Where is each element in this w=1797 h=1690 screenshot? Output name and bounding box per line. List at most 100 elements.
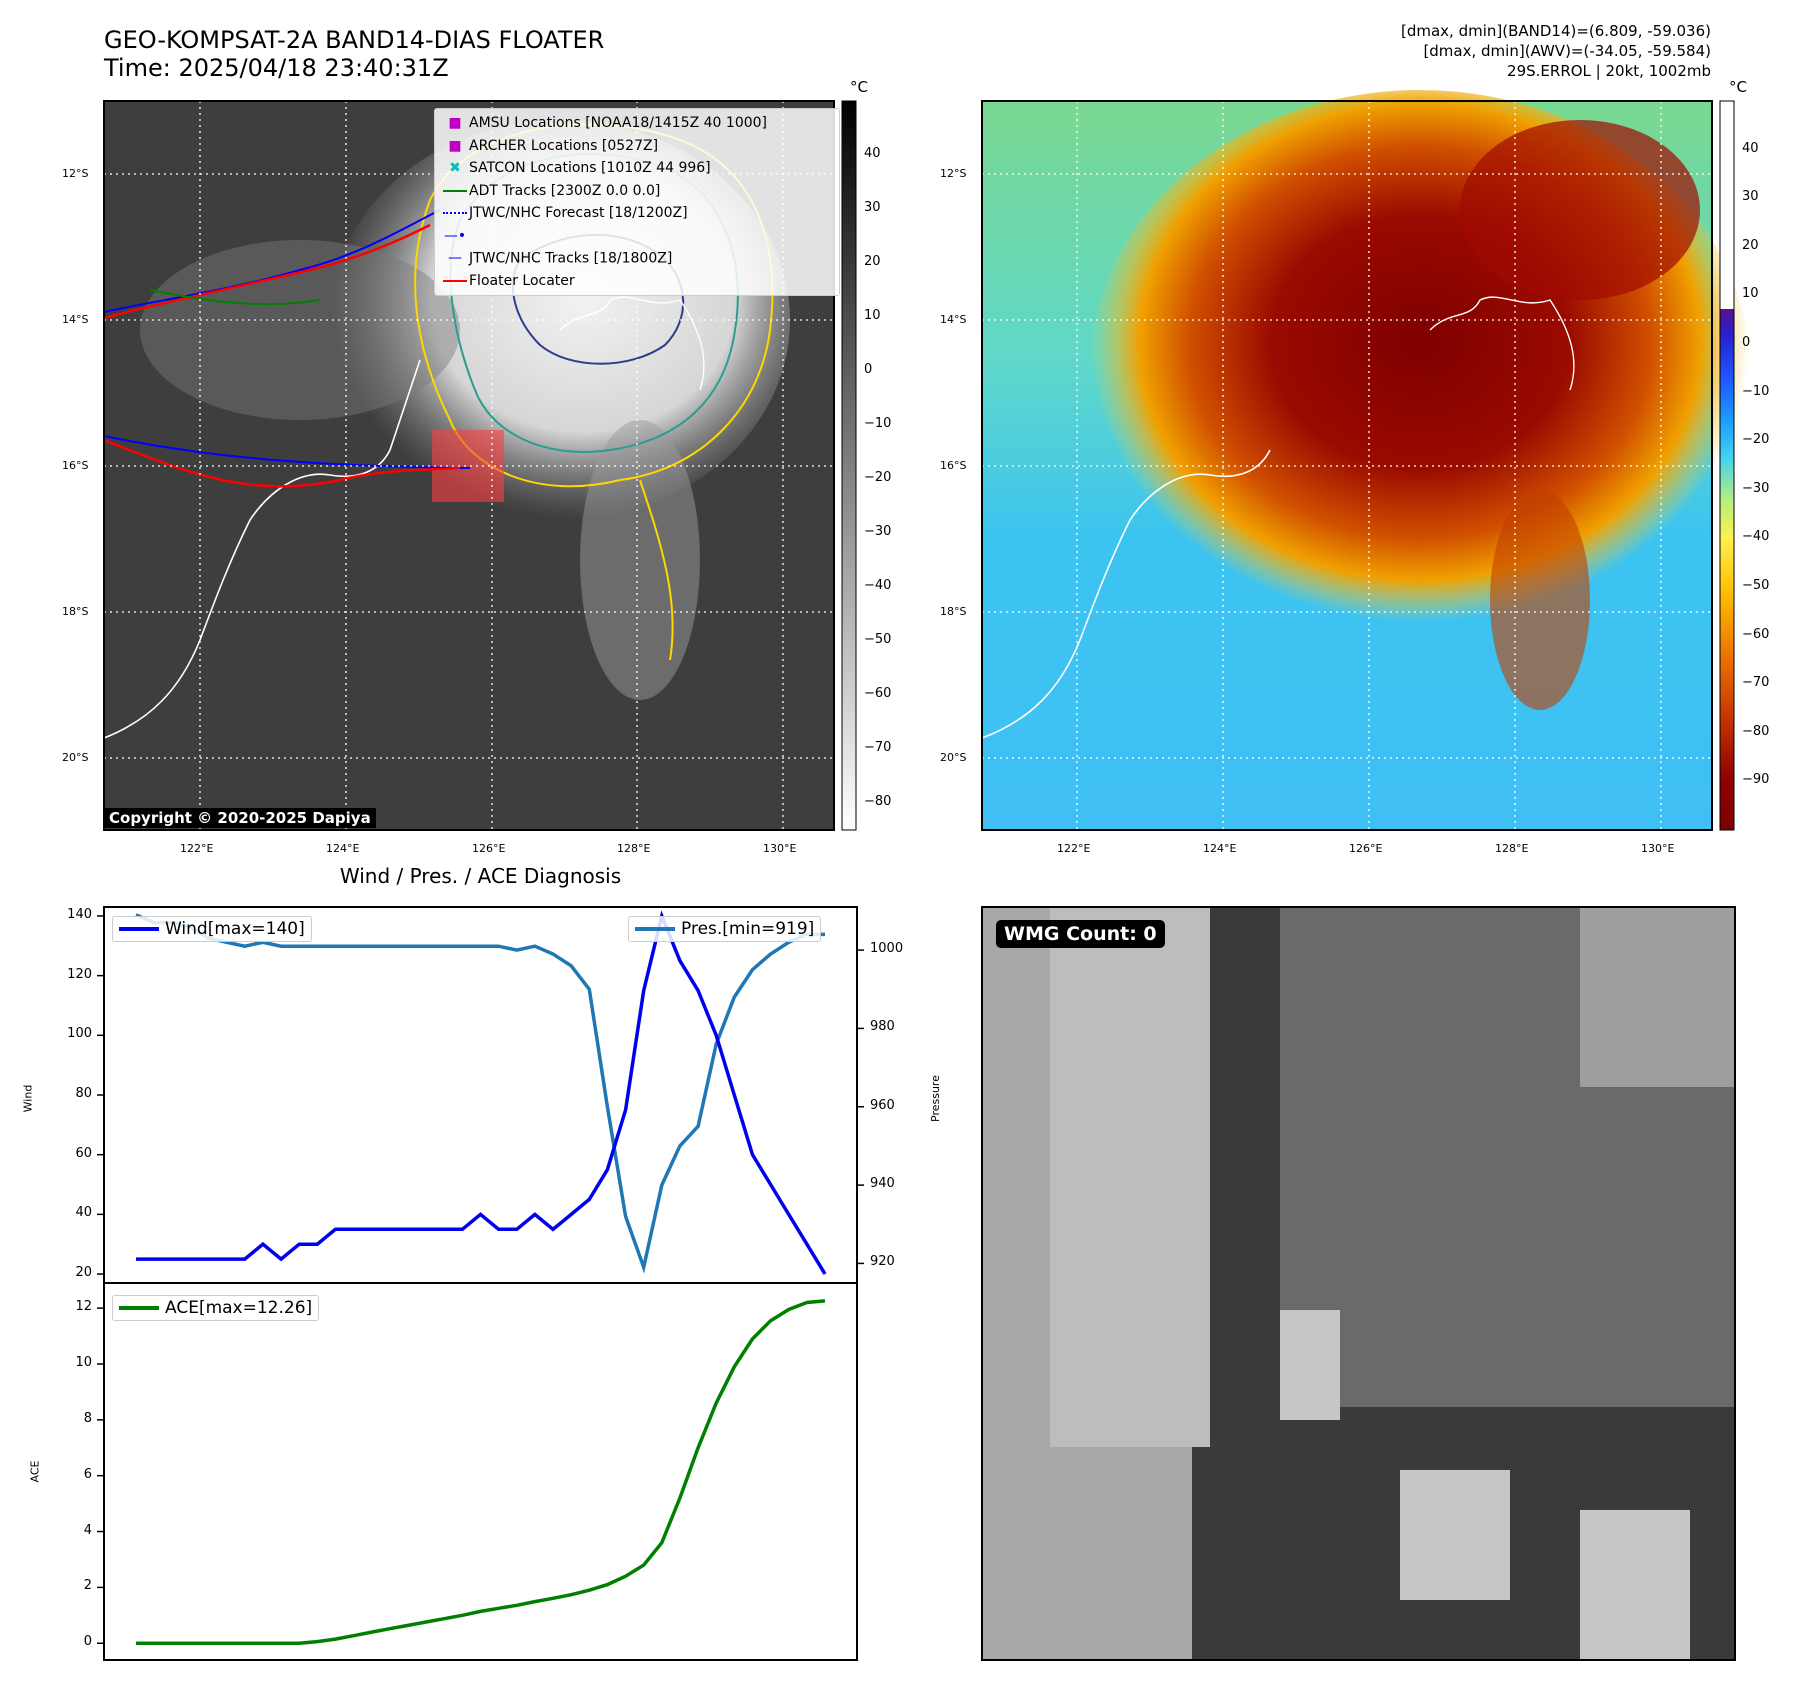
color-cbar-tick-label: −40 [1742, 529, 1770, 545]
legend-jtwc-tracks: —•— JTWC/NHC Tracks [18/1800Z] [441, 225, 833, 270]
lon-label-124e: 124°E [326, 842, 360, 855]
color-cbar-tick-label: −10 [1742, 383, 1770, 399]
lon-label-126e: 126°E [472, 842, 506, 855]
lon-label-130e-right: 130°E [1641, 842, 1675, 855]
ace-tick-label: 8 [83, 1410, 92, 1426]
lat-label-16s: 16°S [62, 459, 89, 472]
wind-tick-label: 120 [67, 966, 92, 982]
legend-floater: Floater Locater [441, 270, 833, 293]
ace-legend: ACE[max=12.26] [112, 1295, 320, 1321]
color-cbar-tick-label: −80 [1742, 723, 1770, 739]
line-marker-icon [441, 180, 469, 203]
wind-tick-label: 40 [75, 1205, 92, 1221]
lat-label-16s-right: 16°S [940, 459, 967, 472]
gray-cbar-tick-label: −50 [864, 632, 892, 647]
gray-cbar-tick-label: −40 [864, 578, 892, 593]
ace-tick-label: 10 [75, 1354, 92, 1370]
line-marker-icon [441, 270, 469, 293]
lat-label-18s: 18°S [62, 605, 89, 618]
lat-label-12s-right: 12°S [940, 167, 967, 180]
lon-label-124e-right: 124°E [1203, 842, 1237, 855]
ir-color-map [981, 90, 1750, 831]
square-marker-icon: ■ [448, 115, 462, 131]
color-cbar-tick-label: 10 [1742, 286, 1759, 302]
wind-tick-label: 140 [67, 906, 92, 922]
lon-label-128e: 128°E [617, 842, 651, 855]
pressure-axis-label: Pressure [928, 1075, 942, 1122]
lat-label-12s: 12°S [62, 167, 89, 180]
gray-cbar-tick-label: −60 [864, 686, 892, 701]
square-marker-icon: ■ [448, 137, 462, 154]
line-marker-icon [119, 927, 159, 931]
wind-axis-label: Wind [21, 1084, 35, 1113]
wmg-image [981, 906, 1736, 1661]
pres-tick-label: 980 [870, 1019, 895, 1035]
color-cbar-unit: °C [1729, 78, 1747, 96]
color-cbar-tick-label: 20 [1742, 237, 1759, 253]
pres-tick-label: 960 [870, 1097, 895, 1113]
pres-tick-label: 1000 [870, 941, 904, 957]
color-cbar-tick-label: −30 [1742, 480, 1770, 496]
lon-label-130e: 130°E [763, 842, 797, 855]
gray-cbar-tick-label: −70 [864, 740, 892, 755]
gray-cbar-tick-label: 30 [864, 200, 881, 215]
gray-cbar-tick-label: 40 [864, 146, 881, 161]
lon-label-122e: 122°E [180, 842, 214, 855]
pres-tick-label: 920 [870, 1254, 895, 1270]
gray-cbar-unit: °C [850, 78, 868, 96]
line-marker-icon [119, 1306, 159, 1310]
copyright-badge: Copyright © 2020-2025 Dapiya [104, 808, 376, 828]
color-cbar-tick-label: −70 [1742, 675, 1770, 691]
map-legend: ■ AMSU Locations [NOAA18/1415Z 40 1000] ■… [434, 108, 840, 296]
lat-label-14s: 14°S [62, 313, 89, 326]
line-dot-marker-icon: —•— [443, 227, 467, 267]
legend-adt: ADT Tracks [2300Z 0.0 0.0] [441, 180, 833, 203]
color-cbar-tick-label: 40 [1742, 140, 1759, 156]
lon-label-128e-right: 128°E [1495, 842, 1529, 855]
legend-satcon: ✖ SATCON Locations [1010Z 44 996] [441, 157, 833, 180]
color-cbar-tick-label: 30 [1742, 189, 1759, 205]
ace-chart [97, 1282, 858, 1661]
line-marker-icon [635, 927, 675, 931]
map-time: Time: 2025/04/18 23:40:31Z [104, 54, 449, 82]
wind-legend: Wind[max=140] [112, 916, 312, 942]
color-cbar-tick-label: −60 [1742, 626, 1770, 642]
gray-cbar-tick-label: 20 [864, 254, 881, 269]
gray-cbar-tick-label: −10 [864, 416, 892, 431]
legend-amsu: ■ AMSU Locations [NOAA18/1415Z 40 1000] [441, 112, 833, 135]
ace-tick-label: 6 [83, 1466, 92, 1482]
gray-cbar-tick-label: −20 [864, 470, 892, 485]
storm-info: 29S.ERROL | 20kt, 1002mb [1507, 62, 1711, 80]
pres-tick-label: 940 [870, 1176, 895, 1192]
ace-tick-label: 4 [83, 1522, 92, 1538]
ace-tick-label: 12 [75, 1299, 92, 1315]
wmg-count-badge: WMG Count: 0 [996, 920, 1165, 948]
color-cbar-tick-label: −20 [1742, 432, 1770, 448]
ace-tick-label: 2 [83, 1578, 92, 1594]
wind-series-line [136, 910, 827, 1275]
ace-axis-label: ACE [28, 1460, 42, 1483]
color-cbar-tick-label: 0 [1742, 335, 1751, 350]
legend-archer: ■ ARCHER Locations [0527Z] [441, 135, 833, 158]
wind-pres-chart [97, 906, 864, 1284]
band14-range: [dmax, dmin](BAND14)=(6.809, -59.036) [1400, 22, 1711, 40]
wind-tick-label: 60 [75, 1145, 92, 1161]
lat-label-20s: 20°S [62, 751, 89, 764]
ace-series-line [136, 1299, 826, 1645]
legend-jtwc-forecast: JTWC/NHC Forecast [18/1200Z] [441, 202, 833, 225]
gray-cbar-tick-label: 0 [864, 362, 873, 377]
pres-series-line [135, 913, 825, 1274]
wind-tick-label: 20 [75, 1265, 92, 1281]
gray-cbar-tick-label: 10 [864, 308, 881, 323]
lon-label-122e-right: 122°E [1057, 842, 1091, 855]
lat-label-18s-right: 18°S [940, 605, 967, 618]
diagnosis-title: Wind / Pres. / ACE Diagnosis [339, 864, 622, 888]
map-title: GEO-KOMPSAT-2A BAND14-DIAS FLOATER [104, 26, 605, 54]
gray-colorbar [841, 100, 857, 831]
lat-label-20s-right: 20°S [940, 751, 967, 764]
color-colorbar [1719, 100, 1735, 831]
gray-cbar-tick-label: −30 [864, 524, 892, 539]
wind-tick-label: 100 [67, 1026, 92, 1042]
lat-label-14s-right: 14°S [940, 313, 967, 326]
